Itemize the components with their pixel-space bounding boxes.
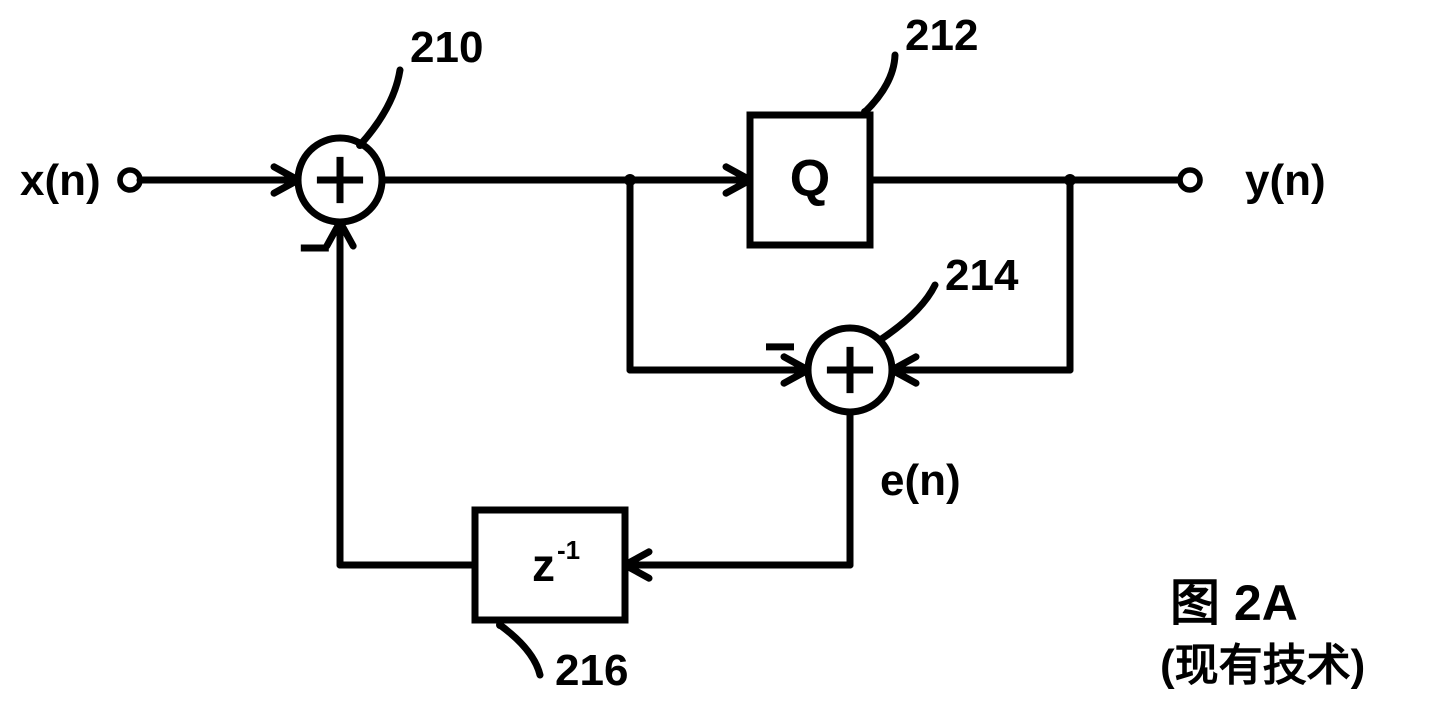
ref-sum2: 214 — [945, 251, 1019, 300]
ref-delay: 216 — [555, 646, 628, 695]
ref-sum1: 210 — [410, 23, 483, 72]
figure-caption-sub: (现有技术) — [1160, 641, 1365, 690]
figure-caption-main: 图 2A — [1170, 575, 1298, 631]
ref-quant: 212 — [905, 11, 978, 60]
label-output: y(n) — [1245, 156, 1326, 205]
quantizer-label: Q — [790, 150, 830, 208]
port-output — [1180, 170, 1200, 190]
label-input: x(n) — [20, 156, 101, 205]
label-error: e(n) — [880, 456, 961, 505]
